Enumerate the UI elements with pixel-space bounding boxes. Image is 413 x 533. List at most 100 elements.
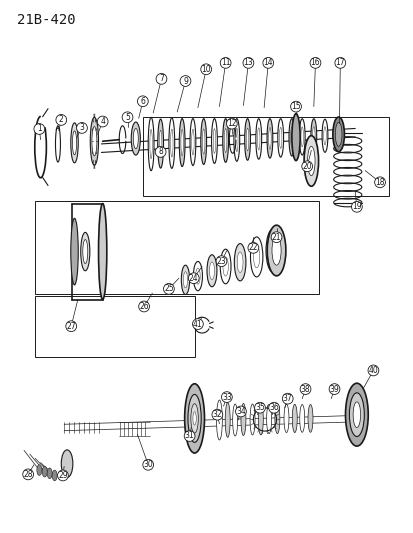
Ellipse shape [279, 127, 281, 149]
Ellipse shape [66, 321, 76, 332]
Ellipse shape [37, 465, 42, 475]
Text: 18: 18 [375, 178, 384, 187]
Ellipse shape [288, 119, 294, 156]
Text: 41: 41 [192, 320, 202, 328]
Ellipse shape [157, 119, 163, 168]
Text: 4: 4 [100, 117, 105, 126]
Ellipse shape [237, 252, 242, 272]
Text: 31: 31 [184, 432, 194, 440]
Ellipse shape [181, 265, 189, 294]
Text: 8: 8 [158, 148, 163, 156]
Ellipse shape [213, 129, 215, 154]
Ellipse shape [352, 402, 360, 427]
Ellipse shape [246, 128, 248, 151]
Text: 35: 35 [254, 403, 264, 412]
Text: 15: 15 [290, 102, 300, 111]
Ellipse shape [235, 406, 246, 417]
Text: 14: 14 [263, 59, 273, 67]
Ellipse shape [216, 400, 222, 440]
Ellipse shape [183, 272, 187, 288]
Text: 27: 27 [66, 322, 76, 330]
Ellipse shape [97, 116, 108, 127]
Ellipse shape [332, 117, 344, 152]
Ellipse shape [282, 393, 292, 404]
Ellipse shape [200, 119, 206, 165]
Ellipse shape [216, 256, 226, 266]
Ellipse shape [35, 117, 46, 178]
Ellipse shape [72, 131, 76, 155]
Ellipse shape [148, 117, 154, 171]
Text: 23: 23 [216, 257, 226, 265]
Ellipse shape [292, 404, 297, 433]
Ellipse shape [299, 384, 310, 394]
Ellipse shape [232, 404, 237, 436]
Ellipse shape [267, 225, 285, 276]
Ellipse shape [283, 404, 288, 433]
Ellipse shape [76, 123, 87, 133]
Ellipse shape [277, 119, 283, 157]
Ellipse shape [200, 64, 211, 75]
Ellipse shape [262, 58, 273, 68]
Ellipse shape [179, 118, 185, 166]
Ellipse shape [291, 114, 299, 160]
Text: 3: 3 [79, 124, 84, 132]
Bar [35, 201, 318, 294]
Ellipse shape [253, 246, 259, 268]
Ellipse shape [71, 219, 78, 285]
Ellipse shape [321, 119, 327, 152]
Text: 19: 19 [351, 203, 361, 211]
Ellipse shape [202, 129, 204, 154]
Text: 32: 32 [212, 410, 222, 419]
Ellipse shape [334, 58, 345, 68]
Ellipse shape [290, 101, 301, 112]
Text: 28: 28 [24, 470, 33, 479]
Ellipse shape [269, 238, 276, 263]
Text: 16: 16 [310, 59, 320, 67]
Text: 39: 39 [329, 385, 339, 393]
Ellipse shape [170, 129, 173, 157]
Ellipse shape [249, 404, 254, 435]
Ellipse shape [258, 404, 263, 435]
Text: 40: 40 [368, 366, 377, 375]
Ellipse shape [328, 384, 339, 394]
Text: 22: 22 [248, 244, 257, 252]
Text: 37: 37 [282, 394, 292, 403]
Ellipse shape [191, 129, 194, 155]
Text: 7: 7 [159, 75, 164, 83]
Ellipse shape [122, 112, 133, 123]
Ellipse shape [56, 115, 66, 125]
Text: 13: 13 [243, 59, 253, 67]
Text: 12: 12 [227, 119, 236, 128]
Ellipse shape [52, 470, 57, 481]
Ellipse shape [83, 239, 88, 263]
Ellipse shape [184, 431, 195, 441]
Bar [35, 296, 194, 357]
Ellipse shape [98, 204, 107, 300]
Ellipse shape [254, 402, 265, 413]
Ellipse shape [351, 201, 361, 212]
Ellipse shape [240, 403, 245, 435]
Text: 21B-420: 21B-420 [17, 13, 75, 27]
Ellipse shape [71, 123, 78, 163]
Text: 5: 5 [125, 113, 130, 122]
Text: 24: 24 [188, 274, 198, 282]
Ellipse shape [299, 405, 304, 432]
Ellipse shape [310, 119, 316, 154]
Ellipse shape [206, 255, 216, 287]
Ellipse shape [156, 74, 166, 84]
Ellipse shape [374, 177, 385, 188]
Ellipse shape [131, 122, 140, 155]
Ellipse shape [169, 118, 174, 168]
Text: 17: 17 [335, 59, 344, 67]
Ellipse shape [192, 319, 203, 329]
Ellipse shape [367, 365, 378, 376]
Ellipse shape [271, 232, 281, 243]
Ellipse shape [255, 119, 261, 159]
Text: 26: 26 [139, 302, 149, 311]
Ellipse shape [290, 127, 292, 148]
Ellipse shape [211, 409, 222, 420]
Ellipse shape [268, 402, 279, 413]
Ellipse shape [301, 161, 312, 172]
Ellipse shape [266, 404, 271, 434]
Ellipse shape [265, 229, 280, 272]
